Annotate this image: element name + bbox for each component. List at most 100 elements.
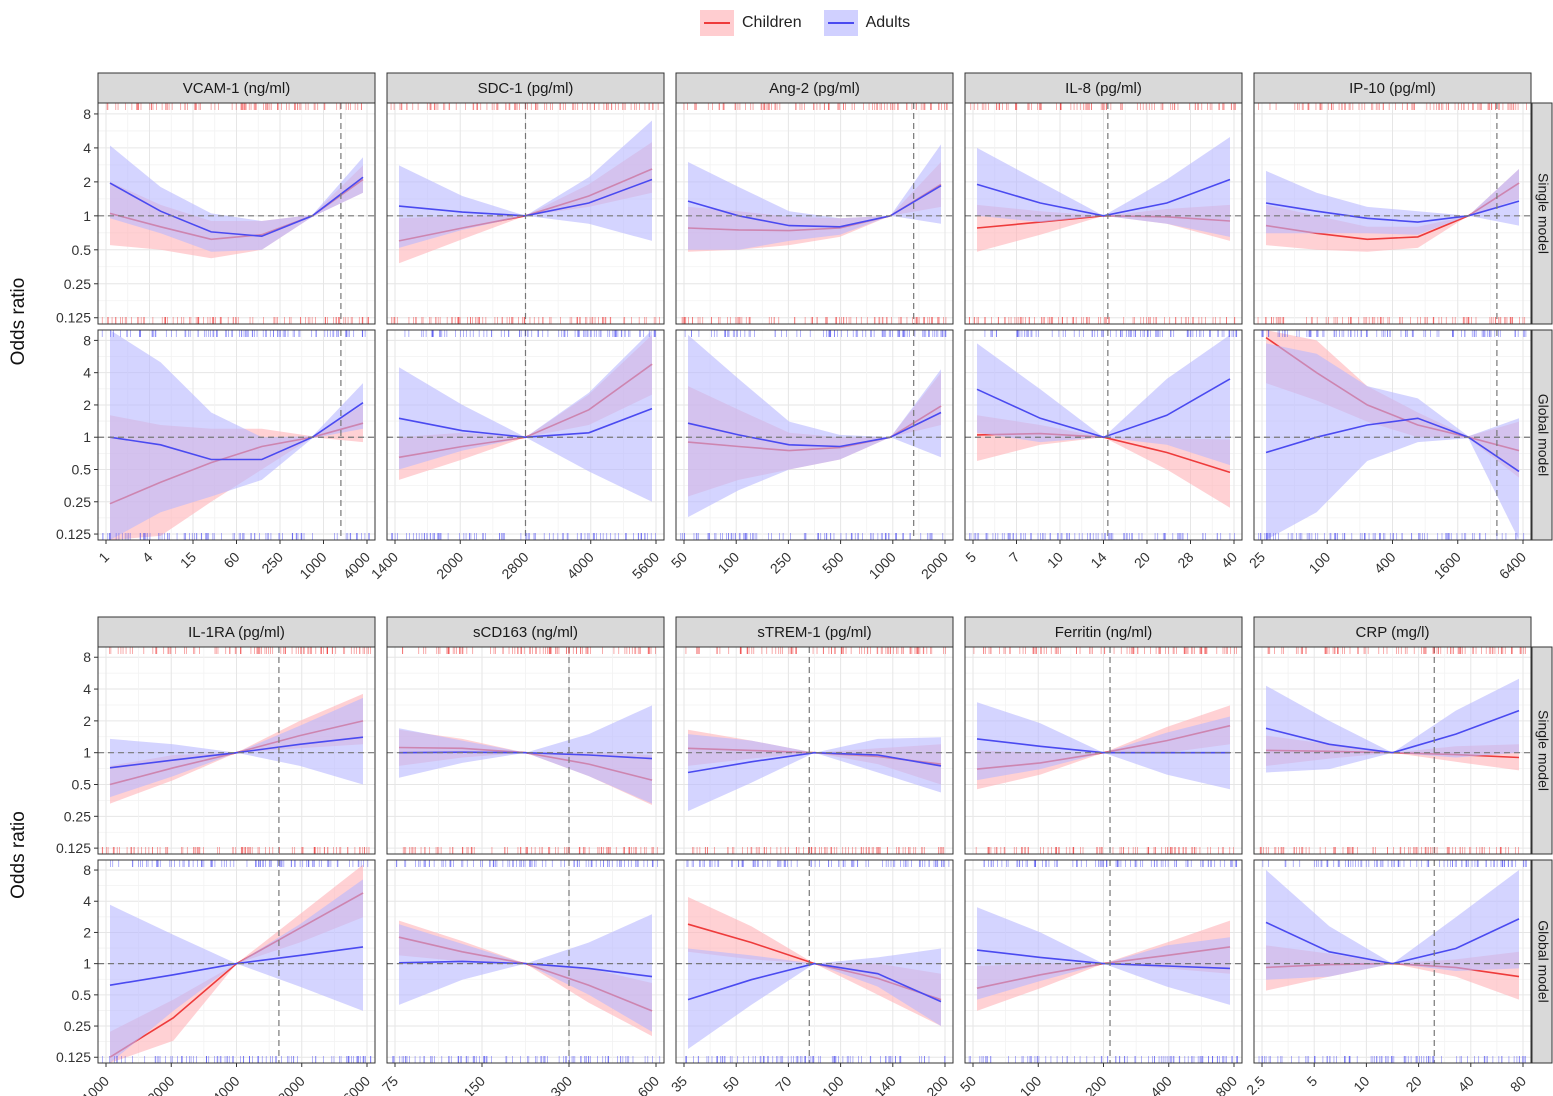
- y-tick-label: 0.25: [64, 808, 91, 824]
- panel-strip: [97, 72, 376, 104]
- panel-border: [964, 646, 1243, 855]
- plot-area-single: [386, 102, 665, 325]
- x-tick-label: 10: [1350, 1073, 1372, 1095]
- x-tick-label: 15: [177, 549, 199, 571]
- plot-area-single: 8 4 2 1 0.5 0.25 0.125: [56, 102, 376, 326]
- plot-area-global: [964, 329, 1243, 541]
- y-tick-label: 1: [83, 745, 91, 761]
- panel-strip: [1253, 616, 1532, 648]
- plot-area-single: Single model: [1253, 646, 1553, 855]
- plot-area-global: 8 4 2 1 0.5 0.25 0.125: [56, 329, 376, 542]
- series-line-adults: [976, 949, 1231, 970]
- panel-1-3: Ferritin (ng/ml) 50 100 200 400 800: [957, 616, 1243, 1096]
- x-tick-label: 35: [668, 1073, 690, 1095]
- x-tick-label: 4: [139, 549, 156, 566]
- x-tick-label: 20: [1131, 549, 1153, 571]
- x-tick-label: 1000: [296, 549, 329, 582]
- legend-label-adults: Adults: [865, 14, 911, 31]
- y-tick-label: 4: [83, 893, 91, 909]
- y-axis-title: Odds ratio: [8, 278, 29, 366]
- panel-title: sTREM-1 (pg/ml): [757, 624, 871, 641]
- plot-area-single: [675, 646, 954, 855]
- y-tick-label: 0.5: [72, 242, 92, 258]
- panel-1-1: sCD163 (ng/ml) 75 150 300 600: [379, 616, 665, 1096]
- y-tick-label: 4: [83, 140, 91, 156]
- x-tick-label: 600: [634, 1073, 662, 1096]
- confidence-band-adults: [399, 330, 652, 502]
- panel-1-2: sTREM-1 (pg/ml) 35 50 70 100 140 200: [668, 616, 954, 1096]
- plot-area-single: 8 4 2 1 0.5 0.25 0.125: [56, 646, 376, 856]
- panel-0-0: VCAM-1 (ng/ml) 8 4 2 1 0.5 0.25 0.125 8 4 2 1 0.5 0.2…: [56, 72, 376, 582]
- plot-area-global: Global model: [1253, 329, 1553, 541]
- series-line-adults: [687, 751, 942, 774]
- panel-strip: [386, 72, 665, 104]
- panel-0-2: Ang-2 (pg/ml) 50 100 250 500 1000 2000: [668, 72, 954, 582]
- confidence-band-adults: [110, 697, 363, 798]
- panel-border: [675, 102, 954, 325]
- x-tick-label: 80: [1507, 1073, 1529, 1095]
- y-tick-label: 1: [83, 429, 91, 445]
- row-strip-label: Global model: [1535, 920, 1551, 1003]
- x-tick-label: 14: [1087, 549, 1109, 571]
- x-tick-label: 60: [220, 549, 242, 571]
- series-line-adults: [398, 407, 653, 439]
- x-tick-label: 6400: [1496, 549, 1529, 582]
- panel-title: IP-10 (pg/ml): [1349, 80, 1436, 97]
- panel-border: [386, 859, 665, 1064]
- x-tick-label: 140: [871, 1073, 899, 1096]
- x-tick-label: 4000: [564, 549, 597, 582]
- y-tick-label: 8: [83, 649, 91, 665]
- series-line-adults: [1265, 417, 1520, 473]
- x-tick-label: 800: [1212, 1073, 1240, 1096]
- y-tick-label: 0.5: [72, 987, 92, 1003]
- panel-1-0: IL-1RA (pg/ml) 8 4 2 1 0.5 0.25 0.125 8 4 2 1 0.5 0.2…: [56, 616, 376, 1096]
- x-tick-label: 50: [720, 1073, 742, 1095]
- y-tick-label: 4: [83, 365, 91, 381]
- row-strip: [1531, 102, 1553, 325]
- panel-0-1: SDC-1 (pg/ml) 1400 2000 2800 4000 5600: [368, 72, 665, 582]
- x-tick-label: 40: [1455, 1073, 1477, 1095]
- panel-strip: [675, 72, 954, 104]
- y-tick-label: 2: [83, 397, 91, 413]
- x-tick-label: 2000: [918, 549, 951, 582]
- plot-area-global: [675, 329, 954, 541]
- panel-title: CRP (mg/l): [1356, 624, 1430, 641]
- confidence-band-adults: [977, 907, 1230, 1005]
- x-tick-label: 1000: [79, 1073, 112, 1096]
- x-tick-label: 200: [1082, 1073, 1110, 1096]
- x-tick-label: 25: [1246, 549, 1268, 571]
- x-tick-label: 50: [668, 549, 690, 571]
- row-strip-label: Single model: [1535, 710, 1551, 791]
- panel-strip: [97, 616, 376, 648]
- x-tick-label: 20: [1402, 1073, 1424, 1095]
- row-strip: [1531, 859, 1553, 1064]
- plot-area-single: [964, 646, 1243, 855]
- confidence-band-adults: [110, 879, 363, 1063]
- legend-key-adults: [823, 10, 858, 36]
- plot-area-single: [964, 102, 1243, 325]
- x-tick-label: 16000: [334, 1073, 373, 1096]
- y-tick-label: 0.5: [72, 777, 92, 793]
- y-tick-label: 0.25: [64, 1018, 91, 1034]
- x-tick-label: 2800: [498, 549, 531, 582]
- legend-item-children: Children: [700, 10, 802, 36]
- y-tick-label: 2: [83, 713, 91, 729]
- x-tick-label: 2000: [433, 549, 466, 582]
- row-strip-label: Single model: [1535, 173, 1551, 254]
- panel-title: IL-1RA (pg/ml): [188, 624, 285, 641]
- x-tick-label: 40: [1218, 549, 1240, 571]
- plot-area-global: Global model: [1253, 859, 1553, 1064]
- confidence-band-children: [110, 864, 363, 1063]
- panel-0-3: IL-8 (pg/ml) 5 7 10 14 20 28 40: [962, 72, 1243, 571]
- confidence-band-adults: [977, 137, 1230, 237]
- y-tick-label: 4: [83, 681, 91, 697]
- panel-title: Ferritin (ng/ml): [1055, 624, 1153, 641]
- series-line-adults: [687, 411, 942, 448]
- plot-area-global: [386, 859, 665, 1064]
- plot-area-single: [386, 646, 665, 855]
- y-tick-label: 1: [83, 208, 91, 224]
- plot-area-global: [675, 859, 954, 1064]
- y-tick-label: 0.25: [64, 494, 91, 510]
